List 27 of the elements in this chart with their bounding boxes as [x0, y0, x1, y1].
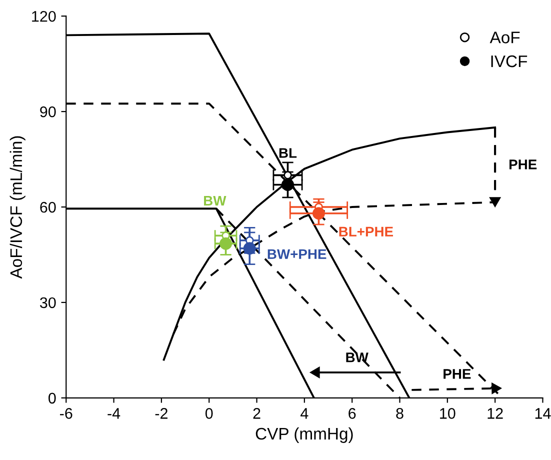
annotation: BL	[279, 148, 297, 158]
x-tick-label: 2	[253, 408, 260, 419]
annotation: PHE	[510, 160, 537, 170]
x-tick-label: 14	[535, 408, 551, 419]
y-tick-label: 120	[32, 10, 56, 22]
annotation: BL+PHE	[339, 226, 393, 236]
annotation: BW	[204, 196, 226, 206]
x-tick-label: 0	[205, 408, 213, 419]
y-tick-label: 90	[40, 106, 56, 118]
annotation: BW+PHE	[268, 249, 326, 259]
x-tick-label: 10	[440, 408, 456, 419]
x-tick-label: 12	[488, 408, 503, 419]
annotation: BW	[346, 352, 368, 362]
x-tick-label: -2	[155, 408, 168, 419]
y-tick-label: 60	[40, 202, 56, 213]
y-tick-label: 30	[40, 297, 56, 308]
x-tick-label: -6	[60, 408, 72, 419]
x-tick-label: 8	[396, 408, 404, 419]
x-axis-title: CVP (mmHg)	[256, 427, 353, 443]
y-axis-title: AoF/IVCF (mL/min)	[10, 136, 26, 279]
legend-label: IVCF	[491, 55, 528, 68]
annotation: PHE	[444, 369, 471, 379]
x-tick-label: 4	[300, 408, 308, 419]
x-tick-label: 6	[348, 408, 356, 419]
x-tick-label: -4	[108, 408, 120, 419]
y-tick-label: 0	[48, 392, 56, 404]
legend-label: AoF	[490, 32, 520, 44]
